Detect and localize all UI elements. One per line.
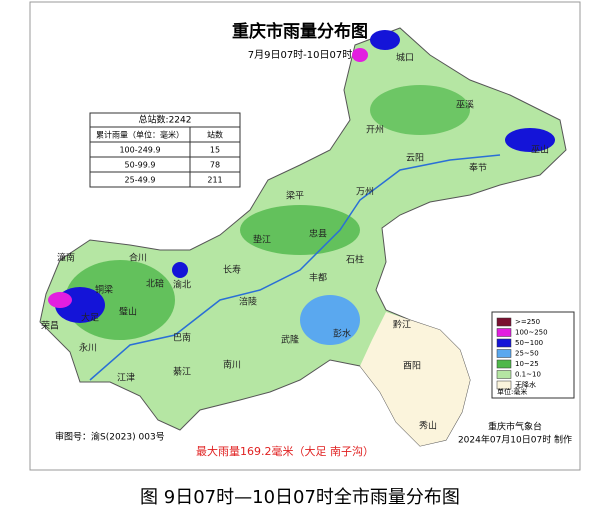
table-cell: 100-249.9: [119, 146, 160, 155]
place-label: 黔江: [393, 319, 411, 331]
place-label: 垫江: [253, 234, 271, 246]
legend-label: 10~25: [515, 360, 539, 368]
place-label: 巫山: [531, 145, 549, 156]
place-label: 武隆: [281, 334, 299, 346]
legend: >=250 100~250 50~100 25~50 10~25 0.1~10无降水单位:…: [491, 311, 575, 399]
dry-area: [360, 312, 470, 446]
legend-swatch: [496, 349, 512, 358]
table-cell: 25-49.9: [125, 176, 156, 185]
place-label: 大足: [81, 312, 99, 324]
legend-swatch: [496, 328, 512, 337]
legend-swatch: [496, 338, 512, 348]
place-label: 万州: [356, 187, 374, 198]
legend-label: 无降水: [515, 380, 536, 389]
place-label: 北碚: [146, 278, 164, 290]
legend-swatch: [496, 380, 512, 390]
table-cell: 211: [207, 176, 222, 185]
place-label: 渝北: [173, 279, 191, 291]
table-header: 累计雨量（单位：毫米）: [96, 130, 184, 140]
place-label: 綦江: [173, 366, 191, 378]
legend-label: 100~250: [515, 329, 548, 337]
stats-table: 总站数:2242: [89, 112, 241, 188]
place-label: 南川: [223, 359, 241, 371]
place-label: 铜梁: [95, 284, 113, 296]
table-cell: 78: [210, 161, 220, 170]
legend-label: 0.1~10: [515, 371, 541, 379]
place-label: 忠县: [309, 229, 327, 240]
place-label: 奉节: [469, 162, 487, 174]
place-label: 涪陵: [239, 296, 257, 308]
place-label: 合川: [129, 252, 147, 264]
table-cell: 15: [210, 146, 220, 155]
table-header: 站数: [207, 130, 223, 140]
place-label: 潼南: [57, 252, 75, 264]
place-label: 江津: [117, 373, 135, 384]
table-cell: 50-99.9: [125, 161, 156, 170]
place-label: 开州: [366, 125, 384, 136]
place-label: 永川: [79, 342, 97, 354]
figure-caption: 图 9日07时—10日07时全市雨量分布图: [140, 487, 460, 508]
legend-swatch: [496, 317, 512, 327]
legend-swatch: [496, 359, 512, 369]
place-label: 云阳: [406, 153, 424, 164]
legend-swatch: [496, 370, 512, 379]
issue-time: 2024年07月10日07时 制作: [458, 434, 572, 446]
place-label: 城口: [396, 53, 414, 64]
place-label: 梁平: [286, 190, 304, 202]
legend-label: 25~50: [515, 350, 539, 358]
legend-label: 50~100: [515, 339, 543, 347]
place-label: 酉阳: [403, 361, 421, 372]
place-label: 巫溪: [456, 99, 474, 111]
map-title: 重庆市雨量分布图: [232, 21, 368, 42]
legend-unit: 单位:毫米: [497, 387, 527, 396]
table-title: 总站数:2242: [139, 114, 192, 126]
place-label: 石柱: [346, 254, 364, 266]
max-rain: 最大雨量169.2毫米（大足 南子沟）: [196, 444, 374, 458]
place-label: 秀山: [419, 420, 437, 432]
place-label: 璧山: [119, 306, 137, 318]
rain-blobs: [48, 30, 555, 381]
place-label: 丰都: [309, 272, 327, 284]
map-subtitle: 7月9日07时-10日07时: [248, 49, 353, 61]
issuer: 重庆市气象台: [488, 421, 542, 433]
approval-number: 审图号：渝S(2023) 003号: [55, 431, 165, 443]
place-label: 巴南: [173, 332, 191, 344]
legend-label: >=250: [515, 318, 540, 326]
place-label: 彭水: [333, 328, 351, 340]
place-label: 长寿: [223, 264, 241, 276]
place-label: 荣昌: [41, 320, 59, 332]
